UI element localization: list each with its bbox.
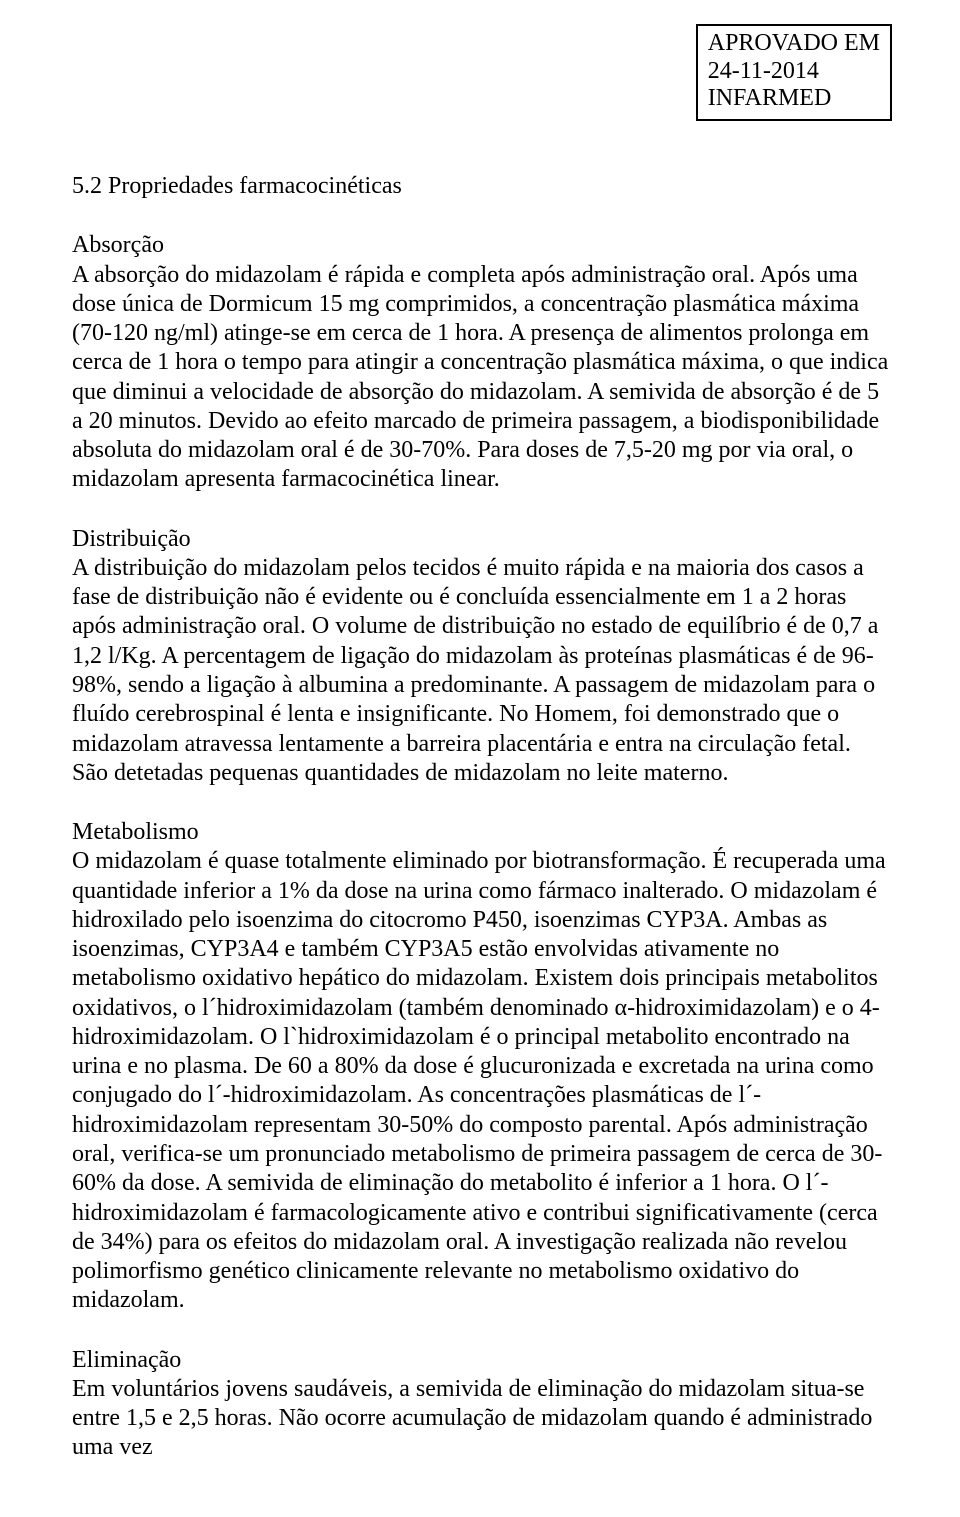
absorcao-body: A absorção do midazolam é rápida e compl… bbox=[72, 261, 892, 495]
document-page: APROVADO EM 24-11-2014 INFARMED 5.2 Prop… bbox=[0, 0, 960, 1517]
metabolismo-section: Metabolismo O midazolam é quase totalmen… bbox=[72, 818, 892, 1316]
distribuicao-section: Distribuição A distribuição do midazolam… bbox=[72, 525, 892, 788]
distribuicao-title: Distribuição bbox=[72, 525, 892, 554]
eliminacao-title: Eliminação bbox=[72, 1346, 892, 1375]
eliminacao-section: Eliminação Em voluntários jovens saudáve… bbox=[72, 1346, 892, 1463]
absorcao-section: Absorção A absorção do midazolam é rápid… bbox=[72, 231, 892, 494]
absorcao-title: Absorção bbox=[72, 231, 892, 260]
stamp-line-approved: APROVADO EM bbox=[708, 30, 880, 58]
metabolismo-title: Metabolismo bbox=[72, 818, 892, 847]
approval-stamp: APROVADO EM 24-11-2014 INFARMED bbox=[696, 24, 892, 121]
distribuicao-body: A distribuição do midazolam pelos tecido… bbox=[72, 554, 892, 788]
metabolismo-body: O midazolam é quase totalmente eliminado… bbox=[72, 847, 892, 1315]
stamp-line-agency: INFARMED bbox=[708, 85, 880, 113]
stamp-line-date: 24-11-2014 bbox=[708, 58, 880, 86]
eliminacao-body: Em voluntários jovens saudáveis, a semiv… bbox=[72, 1375, 892, 1463]
